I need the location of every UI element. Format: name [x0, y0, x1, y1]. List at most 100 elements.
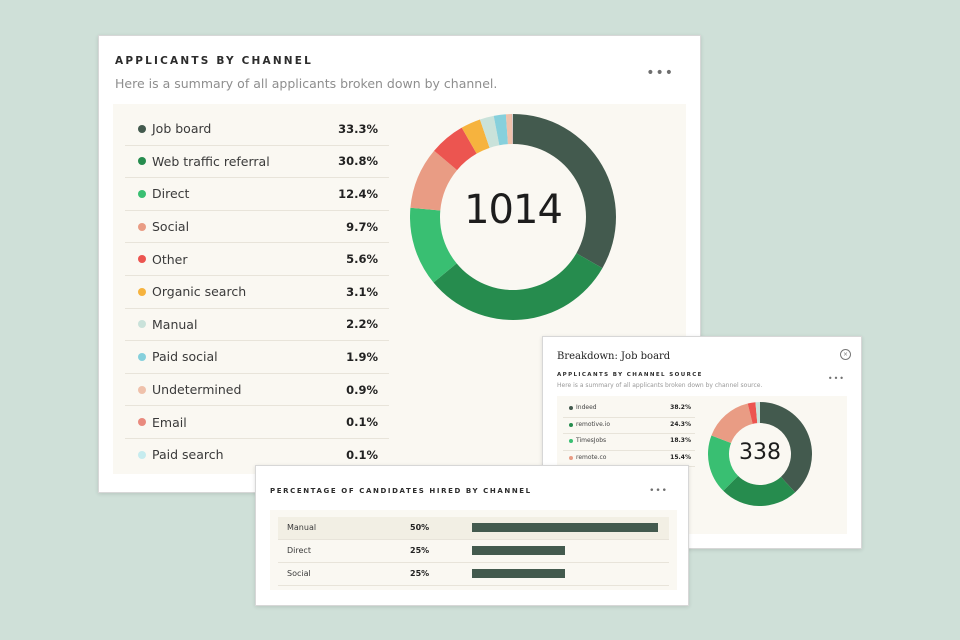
channel-slice-7[interactable] [493, 114, 508, 146]
channel-label: Job board [152, 121, 212, 137]
hired-percentage: 25% [410, 546, 430, 555]
channel-row-paid-social[interactable]: Paid social 1.9% [125, 341, 389, 374]
hired-channel-label: Direct [287, 546, 311, 555]
source-label: Indeed [576, 404, 597, 411]
legend-dot [569, 406, 573, 410]
channel-slice-8[interactable] [505, 114, 513, 145]
channel-slice-10[interactable] [512, 114, 513, 145]
channel-label: Paid search [152, 447, 224, 463]
legend-dot [138, 255, 146, 264]
channel-slice-6[interactable] [479, 115, 500, 148]
hired-bar-track [472, 569, 658, 578]
hired-bar [472, 546, 565, 555]
channel-value: 1.9% [346, 349, 378, 364]
channel-value: 9.7% [346, 219, 378, 234]
source-value: 18.3% [670, 437, 691, 444]
legend-dot [138, 418, 146, 427]
channel-value: 3.1% [346, 284, 378, 299]
channel-slice-3[interactable] [410, 150, 458, 211]
close-icon[interactable]: × [840, 349, 851, 360]
channel-row-job-board[interactable]: Job board 33.3% [125, 113, 389, 146]
channel-value: 0.1% [346, 415, 378, 430]
source-value: 15.4% [670, 453, 691, 461]
channel-value: 12.4% [338, 186, 378, 201]
channel-row-other[interactable]: Other 5.6% [125, 243, 389, 276]
source-label: TimesJobs [576, 437, 607, 444]
more-options-icon[interactable]: ••• [827, 374, 845, 383]
card-title: APPLICANTS BY CHANNEL [115, 55, 314, 67]
legend-dot [138, 385, 146, 394]
channel-slice-5[interactable] [461, 119, 490, 154]
breakdown-title: Breakdown: Job board [557, 351, 671, 362]
source-slice-4[interactable] [747, 402, 758, 424]
channel-row-email[interactable]: Email 0.1% [125, 406, 389, 439]
legend-dot [138, 450, 146, 459]
hired-panel: Manual 50% Direct 25% Social 25% [270, 510, 677, 590]
hired-percentage: 50% [410, 523, 430, 532]
channel-label: Email [152, 414, 187, 430]
hired-channel-label: Social [287, 569, 311, 578]
hired-bar-track [472, 546, 658, 555]
legend-dot [138, 157, 146, 166]
hired-card-title: PERCENTAGE OF CANDIDATES HIRED BY CHANNE… [270, 487, 532, 495]
hired-channel-label: Manual [287, 523, 317, 532]
source-label: remote.co [576, 453, 607, 461]
applicants-by-channel-card: APPLICANTS BY CHANNEL Here is a summary … [98, 35, 701, 493]
breakdown-panel: Indeed 38.2% remotive.io 24.3% TimesJobs 18.3… [557, 396, 847, 534]
source-slice-0[interactable] [760, 402, 812, 493]
channel-slice-9[interactable] [511, 114, 513, 145]
legend-dot [138, 352, 146, 361]
source-donut-chart [708, 402, 812, 506]
channel-value: 33.3% [338, 121, 378, 136]
legend-dot [138, 189, 146, 198]
source-value: 38.2% [670, 404, 691, 411]
more-options-icon[interactable]: ••• [649, 486, 668, 496]
breakdown-total: 338 [739, 440, 781, 465]
channel-value: 2.2% [346, 317, 378, 332]
source-slice-3[interactable] [711, 403, 753, 443]
channel-slice-2[interactable] [410, 207, 457, 283]
legend-dot [138, 287, 146, 296]
legend-dot [569, 455, 573, 460]
channel-row-manual[interactable]: Manual 2.2% [125, 309, 389, 342]
channel-row-direct[interactable]: Direct 12.4% [125, 178, 389, 211]
source-row-timesjobs[interactable]: TimesJobs 18.3% [563, 434, 695, 451]
legend-dot [138, 124, 146, 133]
source-row-remotive-io[interactable]: remotive.io 24.3% [563, 418, 695, 434]
hired-bar-track [472, 523, 658, 532]
source-value: 24.3% [670, 420, 691, 428]
legend-dot [569, 422, 573, 427]
channel-row-paid-search[interactable]: Paid search 0.1% [125, 439, 389, 471]
source-slice-5[interactable] [755, 402, 760, 424]
breakdown-subtitle: Here is a summary of all applicants brok… [557, 382, 763, 389]
source-list: Indeed 38.2% remotive.io 24.3% TimesJobs 18.3… [563, 401, 695, 467]
channel-label: Undetermined [152, 382, 242, 398]
hired-percentage: 25% [410, 569, 430, 578]
hired-bar [472, 523, 658, 532]
card-subtitle: Here is a summary of all applicants brok… [115, 76, 498, 91]
channel-label: Manual [152, 316, 198, 332]
channel-list: Job board 33.3% Web traffic referral 30.8% D… [125, 113, 389, 471]
total-applicants: 1014 [464, 187, 563, 233]
source-slice-1[interactable] [723, 475, 796, 506]
channel-label: Paid social [152, 349, 218, 365]
hired-bar [472, 569, 565, 578]
channel-slice-0[interactable] [513, 114, 616, 269]
channel-row-web-traffic-referral[interactable]: Web traffic referral 30.8% [125, 146, 389, 179]
source-slice-2[interactable] [708, 435, 739, 491]
channel-slice-4[interactable] [434, 127, 477, 171]
channel-value: 30.8% [338, 154, 378, 169]
channel-row-social[interactable]: Social 9.7% [125, 211, 389, 244]
channel-label: Social [152, 219, 190, 235]
channel-label: Direct [152, 186, 190, 202]
channel-slice-1[interactable] [433, 253, 603, 320]
channel-row-undetermined[interactable]: Undetermined 0.9% [125, 374, 389, 407]
hired-by-channel-card: PERCENTAGE OF CANDIDATES HIRED BY CHANNE… [255, 465, 689, 606]
source-label: remotive.io [576, 420, 611, 428]
source-row-indeed[interactable]: Indeed 38.2% [563, 401, 695, 418]
legend-dot [569, 439, 573, 443]
channel-label: Organic search [152, 284, 247, 300]
channel-row-organic-search[interactable]: Organic search 3.1% [125, 276, 389, 309]
more-options-icon[interactable]: ••• [646, 65, 674, 81]
legend-dot [138, 320, 146, 329]
